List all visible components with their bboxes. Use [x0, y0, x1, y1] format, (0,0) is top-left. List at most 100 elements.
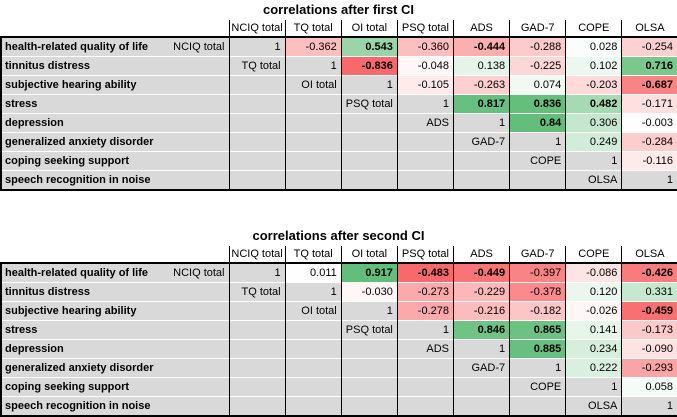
row-label: generalized anxiety disorder — [5, 362, 154, 374]
correlation-value-cell: -0.173 — [621, 320, 677, 340]
row-label: depression — [5, 343, 64, 355]
diagonal-cell: 1 — [452, 113, 511, 133]
correlation-value-cell: 0.011 — [284, 262, 342, 283]
row-label: depression — [5, 117, 64, 129]
column-header-cell: NCIQ total — [228, 246, 286, 263]
empty-cell — [340, 339, 398, 359]
empty-cell — [228, 320, 286, 340]
correlation-value-cell: -0.090 — [621, 339, 677, 359]
scale-label-cell: TQ total — [228, 56, 286, 76]
correlation-value-cell: -0.105 — [396, 75, 455, 95]
correlation-value-cell: 0.120 — [565, 282, 623, 302]
scale-label-cell: OI total — [284, 301, 342, 321]
correlation-value-cell: -0.449 — [452, 262, 511, 283]
table-row: stress PSQ total 1 0.817 0.836 0.482 -0.171 — [0, 94, 677, 114]
empty-cell — [284, 132, 342, 152]
diagonal-cell: 1 — [509, 132, 567, 152]
correlation-value-cell: -0.030 — [340, 282, 398, 302]
row-label: generalized anxiety disorder — [5, 136, 154, 148]
row-label-cell: speech recognition in noise — [0, 396, 230, 417]
empty-cell — [284, 320, 342, 340]
table-row: speech recognition in noise OLSA 1 — [0, 170, 677, 191]
diagonal-cell: 1 — [509, 358, 567, 378]
correlation-value-cell: 0.331 — [621, 282, 677, 302]
diagonal-cell: 1 — [452, 339, 511, 359]
correlation-value-cell: -0.116 — [621, 151, 677, 171]
correlation-value-cell: -0.203 — [565, 75, 623, 95]
scale-label-cell: TQ total — [228, 282, 286, 302]
correlation-value-cell: -0.360 — [396, 36, 455, 57]
correlation-value-cell: -0.362 — [284, 36, 342, 57]
column-header-cell: COPE — [565, 246, 623, 263]
column-header-cell: TQ total — [284, 246, 342, 263]
empty-cell — [228, 151, 286, 171]
empty-cell — [284, 339, 342, 359]
column-header-cell: OLSA — [621, 20, 677, 37]
correlation-value-cell: -0.483 — [396, 262, 455, 283]
empty-cell — [452, 396, 511, 417]
diagonal-cell: 1 — [340, 301, 398, 321]
diagonal-cell: 1 — [621, 170, 677, 191]
row-label-cell: stress — [0, 94, 230, 114]
correlation-value-cell: -0.086 — [565, 262, 623, 283]
empty-cell — [452, 151, 511, 171]
empty-cell — [228, 170, 286, 191]
correlation-value-cell: -0.229 — [452, 282, 511, 302]
table-row: health-related quality of life NCIQ total… — [0, 262, 677, 283]
table-row: subjective hearing ability OI total 1 -0.27… — [0, 301, 677, 321]
diagonal-cell: 1 — [228, 36, 286, 57]
empty-cell — [396, 170, 455, 191]
correlation-value-cell: 0.885 — [509, 339, 567, 359]
diagonal-cell: 1 — [565, 377, 623, 397]
empty-cell — [228, 358, 286, 378]
empty-cell — [284, 113, 342, 133]
row-label: subjective hearing ability — [5, 79, 137, 91]
empty-cell — [284, 151, 342, 171]
column-header-cell: PSQ total — [396, 20, 455, 37]
empty-cell — [396, 132, 455, 152]
correlation-value-cell: 0.543 — [340, 36, 398, 57]
row-label: subjective hearing ability — [5, 305, 137, 317]
empty-cell — [284, 170, 342, 191]
correlation-value-cell: -0.263 — [452, 75, 511, 95]
correlation-value-cell: 0.028 — [565, 36, 623, 57]
empty-cell — [396, 151, 455, 171]
row-label: health-related quality of life — [5, 267, 149, 279]
correlation-table-first-ci: NCIQ total TQ total OI total PSQ total ADS GA… — [0, 20, 677, 191]
empty-cell — [228, 94, 286, 114]
empty-cell — [228, 396, 286, 417]
table-row: speech recognition in noise OLSA 1 — [0, 396, 677, 417]
correlation-value-cell: 0.058 — [621, 377, 677, 397]
empty-cell — [228, 75, 286, 95]
scale-label-cell: PSQ total — [340, 94, 398, 114]
empty-cell — [340, 113, 398, 133]
correlation-value-cell: -0.225 — [509, 56, 567, 76]
table-row: depression ADS 1 0.84 0.306 -0.003 — [0, 113, 677, 133]
diagonal-cell: 1 — [284, 56, 342, 76]
row-label: stress — [5, 324, 38, 336]
empty-cell — [284, 358, 342, 378]
correlation-value-cell: -0.254 — [621, 36, 677, 57]
column-header-cell: PSQ total — [396, 246, 455, 263]
correlation-value-cell: -0.288 — [509, 36, 567, 57]
scale-label-cell: ADS — [396, 113, 455, 133]
column-header-cell: GAD-7 — [509, 246, 567, 263]
column-header-cell: NCIQ total — [228, 20, 286, 37]
correlation-value-cell: -0.278 — [396, 301, 455, 321]
row-label-cell: health-related quality of life NCIQ total — [0, 36, 230, 57]
correlation-value-cell: 0.917 — [340, 262, 398, 283]
scale-label-cell: COPE — [509, 377, 567, 397]
column-header-cell: ADS — [452, 246, 511, 263]
empty-cell — [396, 377, 455, 397]
row-label-cell: subjective hearing ability — [0, 301, 230, 321]
empty-cell — [396, 396, 455, 417]
empty-cell — [340, 132, 398, 152]
empty-cell — [284, 377, 342, 397]
scale-label-cell: PSQ total — [340, 320, 398, 340]
correlation-value-cell: 0.836 — [509, 94, 567, 114]
correlation-value-cell: 0.817 — [452, 94, 511, 114]
empty-cell — [509, 396, 567, 417]
empty-cell — [340, 396, 398, 417]
empty-cell — [228, 113, 286, 133]
correlation-value-cell: -0.284 — [621, 132, 677, 152]
